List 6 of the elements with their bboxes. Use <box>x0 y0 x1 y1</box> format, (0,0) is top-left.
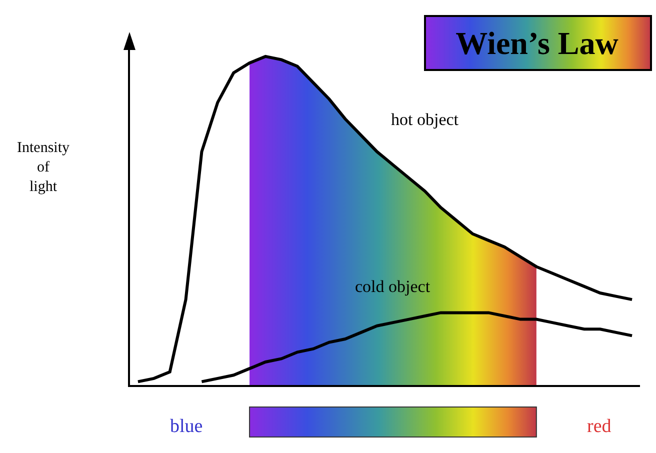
chart-title: Wien’s Law <box>456 25 618 62</box>
text: blue <box>170 416 203 437</box>
series-label: hot object <box>391 110 459 129</box>
text: red <box>587 416 612 437</box>
y-axis-title: Intensity of light <box>17 140 70 195</box>
series-label: cold object <box>355 277 430 296</box>
